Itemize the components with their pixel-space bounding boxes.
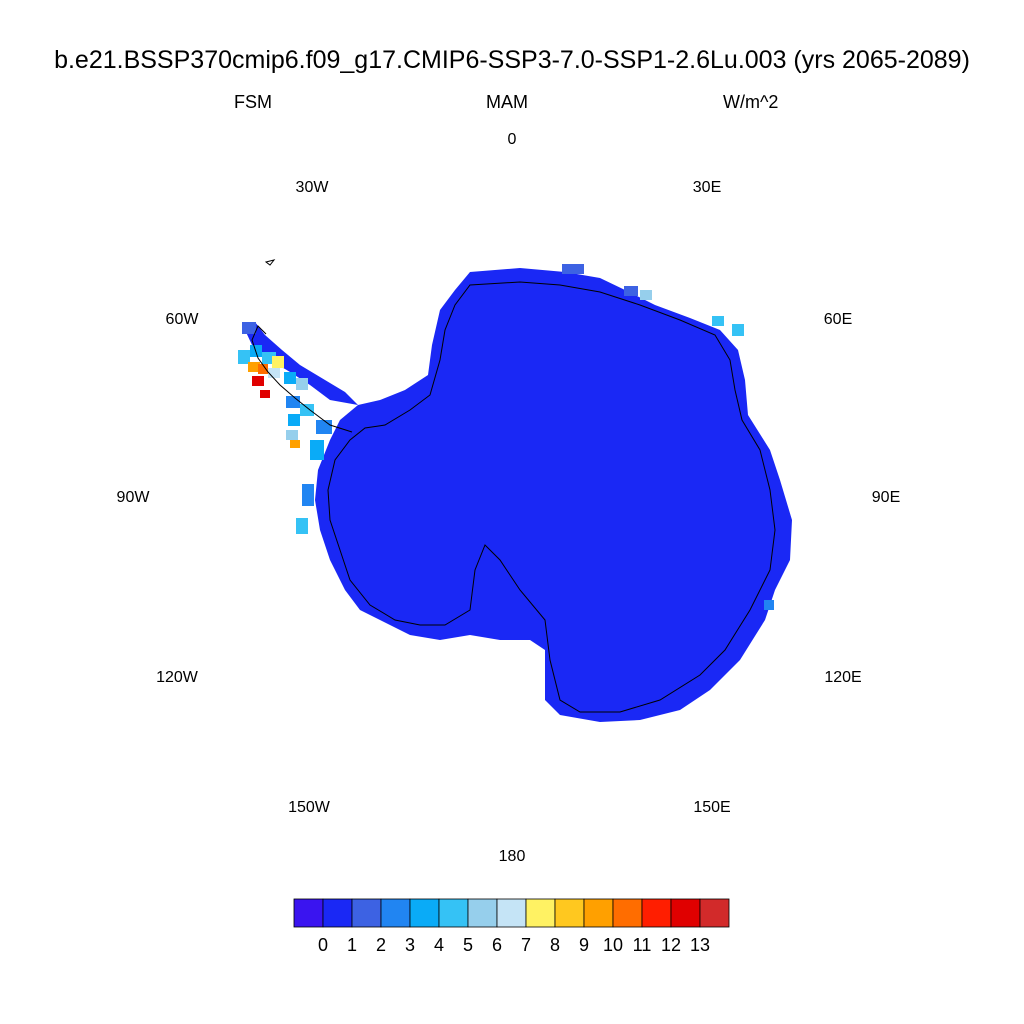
colorbar-tick-label: 5 bbox=[463, 935, 473, 955]
coastal-cells bbox=[562, 264, 774, 610]
coastline bbox=[327, 281, 776, 713]
colorbar-swatch bbox=[380, 898, 411, 928]
colorbar-swatch bbox=[699, 898, 730, 928]
variable-label: FSM bbox=[234, 92, 272, 112]
colorbar-tick-label: 12 bbox=[661, 935, 681, 955]
colorbar-tick-label: 9 bbox=[579, 935, 589, 955]
plot-title: b.e21.BSSP370cmip6.f09_g17.CMIP6-SSP3-7.… bbox=[54, 46, 970, 74]
colorbar-swatch bbox=[525, 898, 556, 928]
colorbar-tick-label: 0 bbox=[318, 935, 328, 955]
lon-label-150e: 150E bbox=[693, 799, 731, 816]
colorbar-swatch bbox=[641, 898, 672, 928]
colorbar-tick-label: 11 bbox=[633, 935, 652, 955]
colorbar-tick-label: 7 bbox=[521, 935, 531, 955]
colorbar-swatch bbox=[293, 898, 324, 928]
lon-label-120w: 120W bbox=[156, 669, 198, 686]
lon-label-90w: 90W bbox=[116, 489, 150, 506]
peninsula-coastline bbox=[251, 325, 353, 433]
colorbar-tick-label: 8 bbox=[550, 935, 560, 955]
colorbar-tick-label: 2 bbox=[376, 935, 386, 955]
colorbar-tick-label: 3 bbox=[405, 935, 415, 955]
colorbar-swatch bbox=[612, 898, 643, 928]
colorbar-swatch bbox=[496, 898, 527, 928]
colorbar-swatch bbox=[322, 898, 353, 928]
units-label: W/m^2 bbox=[723, 92, 779, 112]
lon-label-30e: 30E bbox=[692, 179, 722, 196]
colorbar-swatch bbox=[583, 898, 614, 928]
season-label: MAM bbox=[486, 92, 528, 112]
lon-label-60w: 60W bbox=[165, 311, 199, 328]
colorbar-tick-label: 1 bbox=[347, 935, 357, 955]
lon-label-120e: 120E bbox=[824, 669, 862, 686]
lon-label-150w: 150W bbox=[288, 799, 330, 816]
colorbar-swatch bbox=[554, 898, 585, 928]
colorbar-tick-label: 6 bbox=[492, 935, 502, 955]
lon-label-60e: 60E bbox=[823, 311, 853, 328]
peninsula-field bbox=[245, 322, 358, 405]
colorbar-swatch bbox=[409, 898, 440, 928]
colorbar-swatch bbox=[351, 898, 382, 928]
colorbar-tick-label: 4 bbox=[434, 935, 444, 955]
colorbar-swatch bbox=[438, 898, 469, 928]
lon-label-180: 180 bbox=[498, 848, 526, 865]
lon-label-0: 0 bbox=[507, 131, 517, 148]
lon-label-90e: 90E bbox=[871, 489, 901, 506]
colorbar-swatch bbox=[670, 898, 701, 928]
colorbar-tick-label: 10 bbox=[603, 935, 623, 955]
colorbar-tick-label: 13 bbox=[690, 935, 710, 955]
peninsula-cells bbox=[238, 322, 332, 534]
lon-label-30w: 30W bbox=[295, 179, 329, 196]
small-island bbox=[264, 259, 276, 266]
colorbar: 0 1 2 3 4 5 6 7 8 9 10 11 12 13 bbox=[293, 898, 730, 955]
colorbar-swatch bbox=[467, 898, 498, 928]
